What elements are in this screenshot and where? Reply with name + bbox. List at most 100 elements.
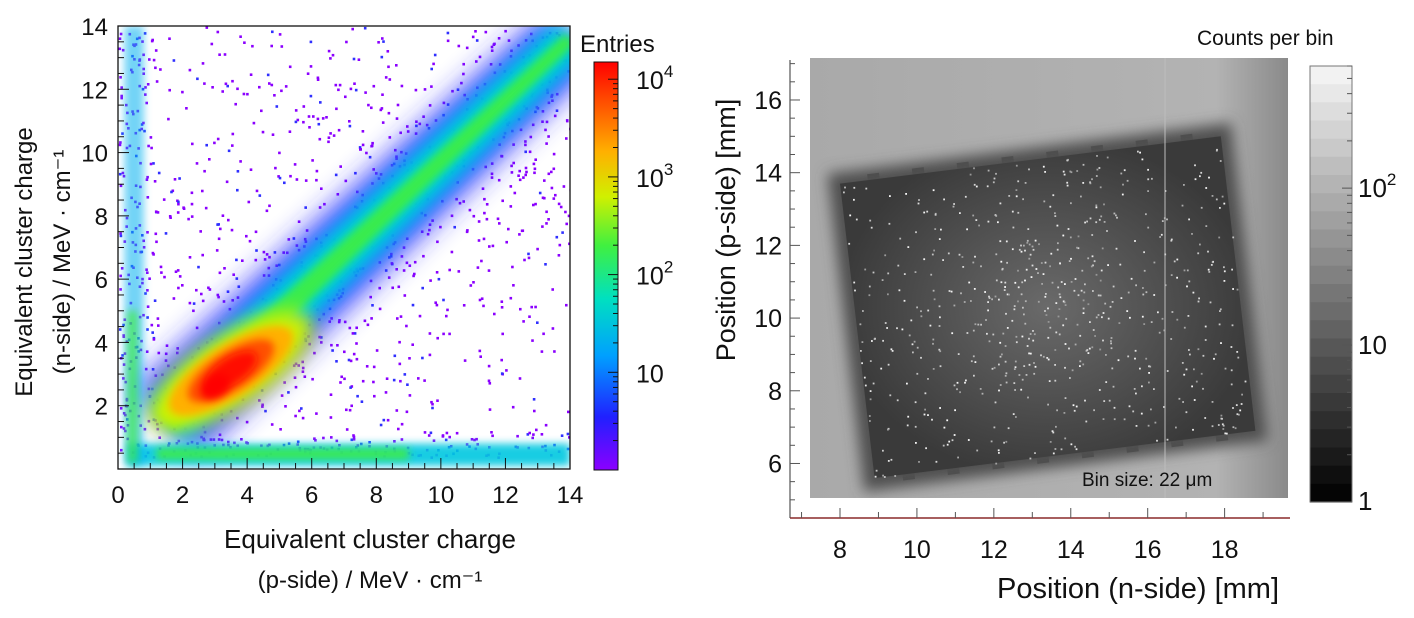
bin-mark <box>510 171 514 174</box>
speckle-mark <box>1086 220 1088 223</box>
speckle-mark <box>1181 362 1184 364</box>
speckle-mark <box>1223 280 1226 282</box>
bin-mark <box>568 242 570 246</box>
speckle-mark <box>1017 300 1019 303</box>
speckle-mark <box>953 203 955 205</box>
bin-mark <box>154 66 157 70</box>
speckle-mark <box>1108 399 1111 402</box>
speckle-mark <box>903 273 906 275</box>
bin-mark <box>329 57 332 60</box>
bin-mark <box>320 341 323 344</box>
speckle-mark <box>915 231 917 234</box>
bin-mark <box>372 84 376 88</box>
speckle-mark <box>1023 244 1025 247</box>
bin-mark <box>485 217 489 221</box>
speckle-mark <box>1044 261 1047 264</box>
bin-mark <box>388 78 392 81</box>
speckle-mark <box>923 211 926 214</box>
bin-mark <box>501 199 504 203</box>
bin-mark <box>254 230 258 234</box>
bin-mark <box>351 27 354 31</box>
speckle-mark <box>927 309 930 312</box>
speckle-mark <box>1091 346 1094 349</box>
speckle-mark <box>1211 195 1214 197</box>
speckle-mark <box>998 452 1000 454</box>
bin-mark <box>340 375 343 379</box>
speckle-mark <box>1015 195 1018 198</box>
bin-mark <box>463 359 467 362</box>
speckle-mark <box>1034 365 1037 368</box>
speckle-mark <box>1049 441 1052 443</box>
bin-mark <box>234 102 237 106</box>
bin-mark <box>261 403 264 407</box>
bin-mark <box>482 304 485 308</box>
speckle-mark <box>915 442 917 444</box>
speckle-mark <box>1059 262 1061 265</box>
bin-mark <box>146 328 149 331</box>
speckle-mark <box>1060 448 1063 451</box>
bin-mark <box>239 35 242 38</box>
speckle-mark <box>1047 336 1050 339</box>
bin-mark <box>528 315 531 318</box>
speckle-mark <box>914 401 917 404</box>
speckle-mark <box>1148 381 1150 384</box>
bin-mark <box>370 317 373 320</box>
bin-mark <box>321 117 325 120</box>
speckle-mark <box>1183 373 1186 376</box>
bin-mark <box>490 172 494 176</box>
speckle-mark <box>1143 269 1146 272</box>
speckle-mark <box>951 332 954 335</box>
speckle-mark <box>1034 452 1036 454</box>
bin-mark <box>160 271 163 274</box>
bin-mark <box>218 271 222 275</box>
speckle-mark <box>1011 210 1014 213</box>
bin-mark <box>122 412 126 415</box>
bin-mark <box>527 252 530 256</box>
bin-mark <box>188 68 192 72</box>
bin-mark <box>122 174 126 178</box>
bin-mark <box>329 416 333 419</box>
bin-mark <box>442 298 445 302</box>
bin-mark <box>397 427 400 431</box>
bin-mark <box>182 207 186 210</box>
speckle-mark <box>1232 426 1235 429</box>
bin-mark <box>147 144 150 148</box>
bin-mark <box>181 90 184 94</box>
speckle-mark <box>987 301 989 303</box>
bin-mark <box>477 239 481 242</box>
bin-mark <box>278 151 281 155</box>
bin-mark <box>505 240 508 244</box>
bin-mark <box>476 266 480 269</box>
bin-mark <box>385 377 389 380</box>
bin-mark <box>280 89 283 93</box>
bin-mark <box>500 306 504 309</box>
bin-mark <box>450 250 454 254</box>
speckle-mark <box>1153 261 1156 264</box>
bin-mark <box>418 122 422 126</box>
speckle-mark <box>1170 239 1173 242</box>
speckle-mark <box>1223 266 1225 269</box>
bin-mark <box>168 215 172 218</box>
speckle-mark <box>1216 148 1218 151</box>
bin-mark <box>405 324 408 328</box>
speckle-mark <box>1056 409 1058 412</box>
speckle-mark <box>1160 233 1163 236</box>
speckle-mark <box>1150 408 1152 411</box>
bin-mark <box>448 332 451 336</box>
bin-mark <box>408 264 412 267</box>
speckle-mark <box>1236 413 1239 416</box>
bin-mark <box>353 82 356 85</box>
speckle-mark <box>884 254 887 257</box>
speckle-mark <box>1051 281 1054 284</box>
speckle-mark <box>933 298 936 301</box>
speckle-mark <box>1102 312 1105 314</box>
speckle-mark <box>1098 389 1101 391</box>
speckle-mark <box>1029 352 1032 355</box>
speckle-mark <box>1003 441 1005 444</box>
left-x-tick-label: 6 <box>305 482 318 509</box>
bin-mark <box>462 72 465 76</box>
speckle-mark <box>939 350 942 353</box>
bin-mark <box>547 218 550 221</box>
bin-mark <box>384 269 388 272</box>
